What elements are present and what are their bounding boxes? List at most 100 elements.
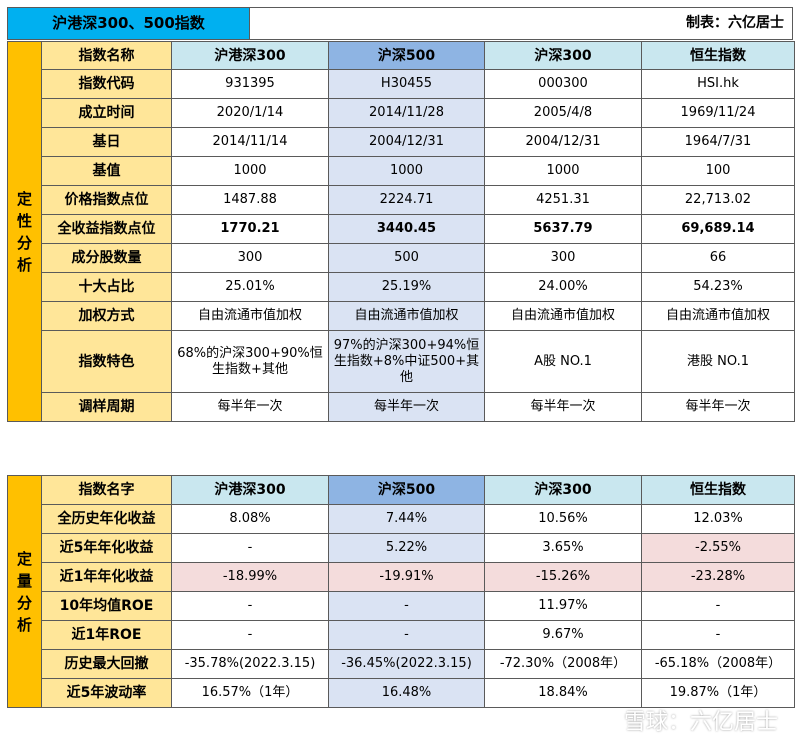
cell: 5.22% [328,533,485,563]
cell: 12.03% [641,504,795,534]
cell: -18.99% [171,562,329,592]
cell: 每半年一次 [328,392,485,422]
row-label: 近1年ROE [41,620,172,650]
header-label: 指数名称 [41,41,172,70]
cell: 1000 [484,156,642,186]
cell: 2224.71 [328,185,485,215]
author-credit: 制表：六亿居士 [686,15,784,31]
cell: 19.87%（1年） [641,678,795,708]
cell: 2014/11/28 [328,98,485,128]
cell: - [328,620,485,650]
cell: -65.18%（2008年） [641,649,795,679]
cell: 18.84% [484,678,642,708]
quantitative-analysis-table: 定量分析 指数名字 沪港深300 沪深500 沪深300 恒生指数 全历史年化收… [7,475,795,708]
title-bar: 沪港深300、500指数 制表：六亿居士 [7,7,793,40]
row-label: 成立时间 [41,98,172,128]
row-label: 指数代码 [41,69,172,99]
row-label: 加权方式 [41,301,172,331]
cell: HSI.hk [641,69,795,99]
row-label: 基值 [41,156,172,186]
cell: 自由流通市值加权 [171,301,329,331]
cell: 港股 NO.1 [641,330,795,393]
column-header: 沪港深300 [171,475,329,505]
cell: 3440.45 [328,214,485,244]
column-header: 沪深500 [328,475,485,505]
row-label: 十大占比 [41,272,172,302]
cell: - [171,591,329,621]
cell: 24.00% [484,272,642,302]
row-label: 基日 [41,127,172,157]
row-label: 指数特色 [41,330,172,393]
cell: 22,713.02 [641,185,795,215]
cell: 每半年一次 [484,392,642,422]
row-label: 价格指数点位 [41,185,172,215]
cell: 9.67% [484,620,642,650]
cell: 66 [641,243,795,273]
watermark-text: 雪球：六亿居士 [623,710,778,735]
cell: 每半年一次 [171,392,329,422]
cell: 8.08% [171,504,329,534]
column-header: 沪深500 [328,41,485,70]
cell: 97%的沪深300+94%恒生指数+8%中证500+其他 [328,330,485,393]
cell: -2.55% [641,533,795,563]
cell: 16.57%（1年） [171,678,329,708]
row-label: 调样周期 [41,392,172,422]
cell: 2014/11/14 [171,127,329,157]
cell: 1000 [328,156,485,186]
row-label: 全历史年化收益 [41,504,172,534]
header-label: 指数名字 [41,475,172,505]
cell: 2004/12/31 [328,127,485,157]
cell: 25.19% [328,272,485,302]
qualitative-analysis-table: 定性分析 指数名称 沪港深300 沪深500 沪深300 恒生指数 指数代码 9… [7,41,795,422]
row-label: 全收益指数点位 [41,214,172,244]
column-header: 恒生指数 [641,475,795,505]
cell: 3.65% [484,533,642,563]
cell: 2020/1/14 [171,98,329,128]
cell: 2004/12/31 [484,127,642,157]
cell: - [171,620,329,650]
cell: -72.30%（2008年） [484,649,642,679]
cell: 25.01% [171,272,329,302]
cell: 每半年一次 [641,392,795,422]
cell: A股 NO.1 [484,330,642,393]
cell: 300 [484,243,642,273]
column-header: 沪深300 [484,41,642,70]
cell: - [641,620,795,650]
cell: 5637.79 [484,214,642,244]
cell: -19.91% [328,562,485,592]
column-header: 恒生指数 [641,41,795,70]
cell: 1487.88 [171,185,329,215]
cell: 68%的沪深300+90%恒生指数+其他 [171,330,329,393]
row-label: 历史最大回撤 [41,649,172,679]
cell: 300 [171,243,329,273]
cell: 自由流通市值加权 [641,301,795,331]
cell: 1770.21 [171,214,329,244]
row-label: 近5年年化收益 [41,533,172,563]
row-label: 近1年年化收益 [41,562,172,592]
cell: 自由流通市值加权 [484,301,642,331]
row-label: 10年均值ROE [41,591,172,621]
cell: - [641,591,795,621]
cell: 10.56% [484,504,642,534]
cell: 54.23% [641,272,795,302]
cell: 69,689.14 [641,214,795,244]
column-header: 沪港深300 [171,41,329,70]
cell: -23.28% [641,562,795,592]
cell: - [171,533,329,563]
cell: 500 [328,243,485,273]
cell: 100 [641,156,795,186]
cell: 11.97% [484,591,642,621]
row-label: 成分股数量 [41,243,172,273]
qualitative-side-label: 定性分析 [7,41,42,422]
row-label: 近5年波动率 [41,678,172,708]
column-header: 沪深300 [484,475,642,505]
cell: 2005/4/8 [484,98,642,128]
cell: 1969/11/24 [641,98,795,128]
cell: -36.45%(2022.3.15) [328,649,485,679]
cell: -35.78%(2022.3.15) [171,649,329,679]
table-title: 沪港深300、500指数 [8,8,250,39]
quantitative-side-label: 定量分析 [7,475,42,708]
cell: 7.44% [328,504,485,534]
cell: -15.26% [484,562,642,592]
cell: 1964/7/31 [641,127,795,157]
